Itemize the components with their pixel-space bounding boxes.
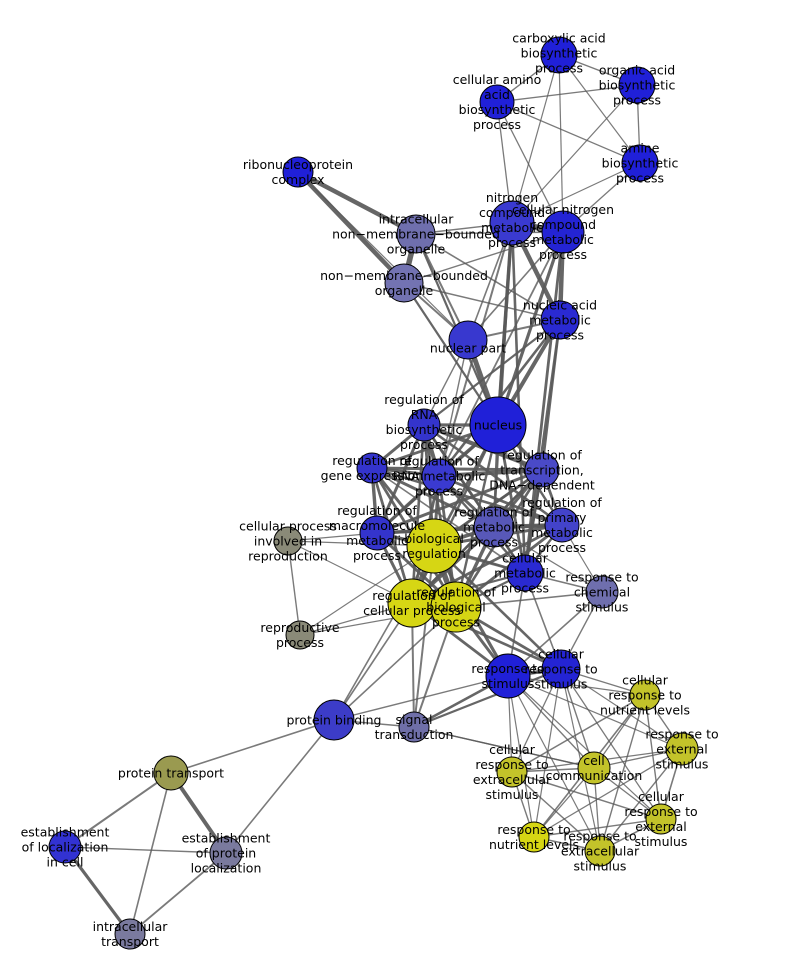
graph-node-regulation-of-transcription-dna-dependent[interactable] (524, 452, 560, 488)
graph-node-cellular-response-to-stimulus[interactable] (541, 649, 581, 689)
graph-node-regulation-of-rna-metabolic-process[interactable] (421, 458, 457, 494)
graph-edge (493, 526, 603, 593)
graph-edge (371, 466, 563, 527)
graph-edge (496, 222, 514, 426)
graph-edge (333, 606, 457, 721)
graph-edge (333, 675, 509, 721)
graph-edge (415, 233, 561, 321)
graph-edge (438, 231, 564, 477)
graph-edge (410, 424, 426, 604)
graph-edge (287, 540, 301, 636)
graph-edge (333, 545, 435, 721)
graph-node-signal-transduction[interactable] (398, 711, 430, 743)
graph-edge (467, 231, 564, 341)
graph-node-nucleus[interactable] (469, 396, 527, 454)
graph-edge (296, 170, 418, 236)
graph-edge (63, 846, 132, 935)
graph-node-biological-regulation[interactable] (406, 518, 462, 574)
graph-node-regulation-of-rna-biosynthetic-process[interactable] (407, 408, 441, 442)
graph-edge (533, 818, 662, 838)
nodes-layer[interactable] (48, 36, 699, 950)
graph-node-amine-biosynthetic-process[interactable] (621, 144, 659, 182)
graph-node-intracellular-transport[interactable] (114, 918, 146, 950)
graph-node-establishment-of-localization-in-cell[interactable] (48, 830, 82, 864)
graph-node-regulation-of-biological-process[interactable] (430, 581, 482, 633)
graph-node-cellular-response-to-nutrient-levels[interactable] (629, 679, 661, 711)
graph-edge (599, 694, 646, 852)
graph-edge (507, 675, 683, 750)
graph-edge (496, 231, 565, 426)
graph-edge (423, 423, 563, 527)
graph-node-cellular-metabolic-process[interactable] (506, 554, 544, 592)
graph-node-nuclear-part[interactable] (448, 320, 488, 360)
graph-node-response-to-stimulus[interactable] (485, 653, 531, 699)
graph-edge (496, 101, 641, 164)
graph-node-cellular-nitrogen-compound-metabolic-process[interactable] (541, 210, 585, 254)
graph-edge (64, 846, 227, 854)
graph-node-reproductive-process[interactable] (285, 620, 315, 650)
graph-edge (296, 170, 406, 285)
graph-edge (371, 467, 526, 574)
graph-node-non-membrane-bounded-organelle[interactable] (384, 263, 424, 303)
graph-edge (507, 675, 601, 852)
graph-edge (510, 222, 527, 574)
graph-node-nucleic-acid-metabolic-process[interactable] (540, 300, 580, 340)
graph-node-regulation-of-macromolecule-metabolic-process[interactable] (359, 515, 395, 551)
graph-node-nitrogen-compound-metabolic-process[interactable] (489, 200, 535, 246)
graph-edge (170, 719, 335, 774)
graph-edge (415, 231, 564, 235)
graph-node-carboxylic-acid-biosynthetic-process[interactable] (540, 36, 578, 74)
graph-edge (644, 694, 662, 820)
graph-edge (558, 54, 564, 233)
graph-node-response-to-extracellular-stimulus[interactable] (584, 835, 616, 867)
graph-node-regulation-of-gene-expression[interactable] (356, 452, 388, 484)
graph-node-regulation-of-metabolic-process[interactable] (473, 506, 515, 548)
graph-edge (533, 668, 562, 838)
graph-node-cell-communication[interactable] (577, 751, 611, 785)
graph-edge (511, 771, 601, 852)
graph-edge (129, 772, 172, 935)
graph-node-cellular-process-involved-in-reproduction[interactable] (273, 526, 303, 556)
graph-node-response-to-nutrient-levels[interactable] (518, 821, 550, 853)
graph-node-cellular-response-to-extracellular-stimulus[interactable] (496, 756, 528, 788)
graph-node-organic-acid-biosynthetic-process[interactable] (618, 66, 656, 104)
graph-node-cellular-response-to-external-stimulus[interactable] (645, 803, 677, 835)
graph-edge (507, 675, 662, 820)
edges-layer (63, 54, 683, 935)
graph-node-cellular-amino-acid-biosynthetic-process[interactable] (479, 84, 515, 120)
graph-edge (413, 667, 562, 729)
graph-node-establishment-of-protein-localization[interactable] (209, 836, 243, 870)
graph-edge (533, 748, 683, 838)
graph-edge (297, 171, 469, 341)
graph-edge (511, 694, 646, 773)
graph-edge (225, 719, 335, 854)
graph-edge (64, 772, 172, 848)
graph-node-response-to-external-stimulus[interactable] (665, 732, 699, 766)
graph-edge (511, 84, 638, 224)
graph-node-ribonucleoprotein-complex[interactable] (282, 156, 314, 188)
graph-node-response-to-chemical-stimulus[interactable] (585, 575, 619, 609)
graph-edge (496, 84, 638, 103)
graph-edge (496, 101, 564, 233)
graph-edge (511, 771, 662, 820)
graph-node-intracellular-non-membrane-bounded-organelle[interactable] (396, 214, 436, 254)
graph-node-regulation-of-primary-metabolic-process[interactable] (544, 507, 580, 543)
graph-edge (507, 675, 646, 696)
graph-edge (558, 54, 641, 164)
graph-node-protein-transport[interactable] (153, 755, 189, 791)
graph-node-regulation-of-cellular-process[interactable] (387, 578, 437, 628)
graph-edge (371, 466, 543, 472)
graph-edge (507, 675, 535, 838)
graph-node-protein-binding[interactable] (313, 699, 355, 741)
graph-edge (410, 424, 500, 604)
graph-edge (413, 726, 595, 769)
graph-edge (423, 319, 561, 426)
graph-edge (129, 852, 227, 935)
graph-edge (599, 748, 683, 852)
graph-edge (511, 162, 641, 224)
graph-edge (403, 231, 564, 284)
graph-edge (511, 54, 560, 224)
